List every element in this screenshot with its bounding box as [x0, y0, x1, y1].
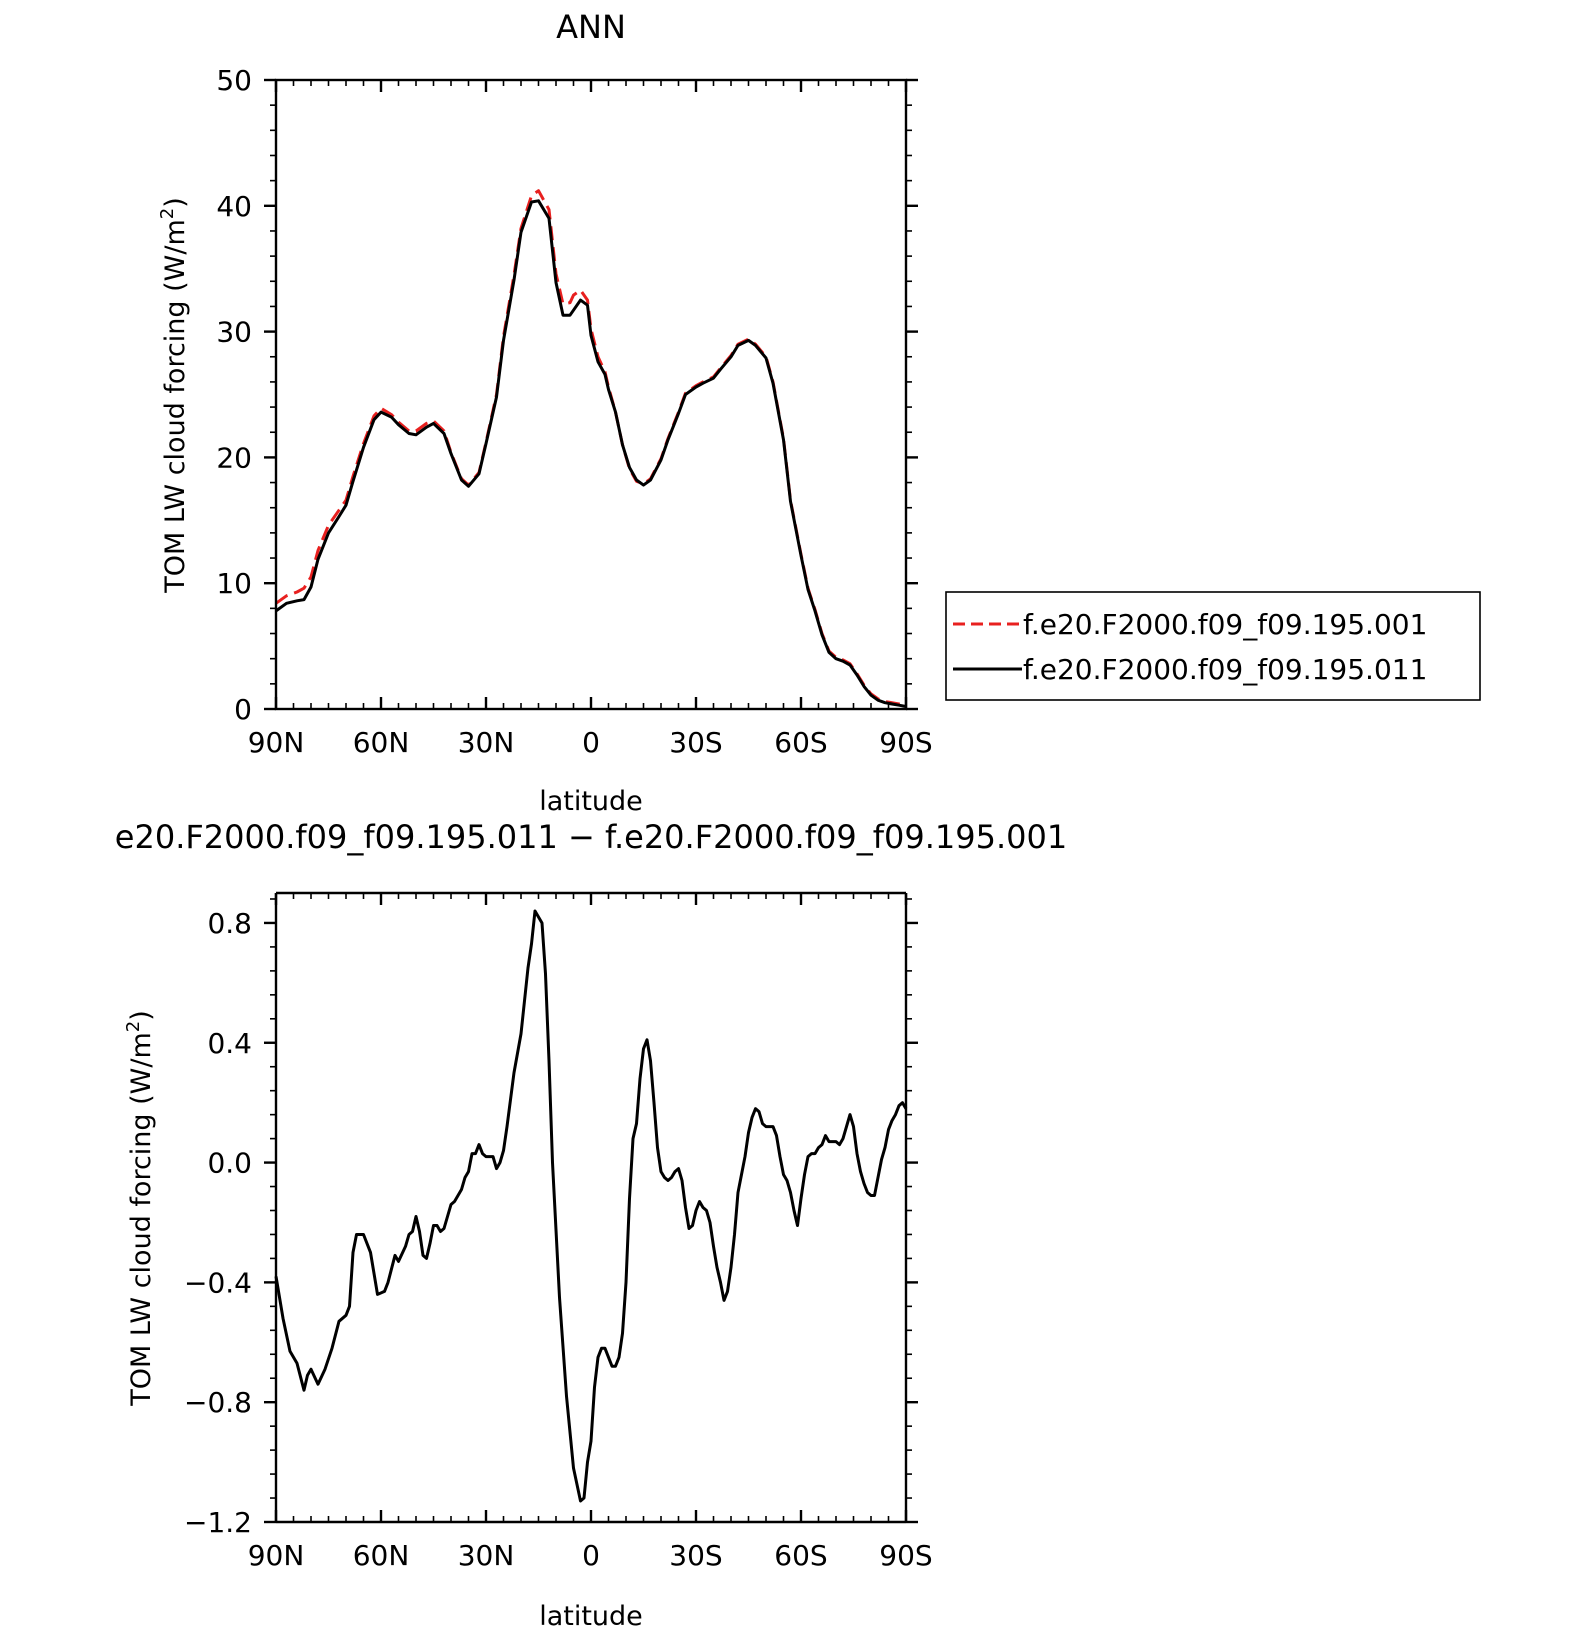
bottom-chart-title: e20.F2000.f09_f09.195.011 − f.e20.F2000.… — [115, 818, 1067, 856]
top-y-tick-label: 0 — [234, 693, 252, 726]
top-y-axis-label: TOM LW cloud forcing (W/m2) — [157, 197, 191, 594]
bottom-x-tick-label: 0 — [582, 1539, 600, 1572]
bottom-series-group — [274, 909, 908, 1503]
bottom-x-tick-label: 60S — [774, 1539, 827, 1572]
bottom-y-axis-label: TOM LW cloud forcing (W/m2) — [123, 1010, 157, 1407]
top-y-tick-label: 50 — [216, 64, 252, 97]
bottom-y-tick-label: 0.8 — [207, 907, 252, 940]
bottom-x-tick-label: 90S — [879, 1539, 932, 1572]
top-x-tick-label: 60S — [774, 726, 827, 759]
legend-box — [945, 591, 1481, 701]
bottom-y-tick-label: −1.2 — [184, 1506, 252, 1539]
top-x-tick-label: 90N — [248, 726, 305, 759]
bottom-series-line-1 — [274, 909, 908, 1503]
legend: f.e20.F2000.f09_f09.195.001 f.e20.F2000.… — [945, 591, 1481, 701]
bottom-y-tick-label: −0.8 — [184, 1386, 252, 1419]
top-series-line-2 — [275, 199, 907, 708]
top-series-group — [275, 189, 907, 708]
bottom-x-axis-label: latitude — [539, 1601, 643, 1632]
top-series-line-1 — [275, 189, 907, 707]
top-y-tick-label: 30 — [216, 316, 252, 349]
top-y-tick-label: 20 — [216, 441, 252, 474]
top-y-tick-label: 10 — [216, 567, 252, 600]
bottom-y-tick-label: −0.4 — [184, 1266, 252, 1299]
top-axis-ticks: 90N 60N 30N 0 30S 60S 90S 0 10 20 30 40 50 — [216, 64, 932, 759]
bottom-panel: e20.F2000.f09_f09.195.011 − f.e20.F2000.… — [115, 818, 1067, 1632]
bottom-y-tick-label: 0.0 — [207, 1147, 252, 1180]
top-panel: ANN 90N 60N 30N 0 30S 60S 90S 0 10 20 30 40 50 latit… — [157, 8, 1481, 817]
top-x-tick-label: 90S — [879, 726, 932, 759]
legend-label-series-2: f.e20.F2000.f09_f09.195.011 — [1023, 653, 1427, 686]
top-x-tick-label: 30N — [458, 726, 515, 759]
bottom-axis-ticks: 90N 60N 30N 0 30S 60S 90S −1.2 −0.8 −0.4 0.0 0.4 0.8 — [184, 893, 933, 1572]
top-x-tick-label: 60N — [353, 726, 410, 759]
bottom-x-tick-label: 90N — [248, 1539, 305, 1572]
legend-label-series-1: f.e20.F2000.f09_f09.195.001 — [1023, 608, 1427, 641]
bottom-y-tick-label: 0.4 — [207, 1027, 252, 1060]
bottom-x-tick-label: 60N — [353, 1539, 410, 1572]
top-y-tick-label: 40 — [216, 190, 252, 223]
top-chart-title: ANN — [556, 8, 626, 46]
top-plot-frame — [274, 78, 908, 711]
top-x-tick-label: 0 — [582, 726, 600, 759]
top-x-tick-label: 30S — [669, 726, 722, 759]
top-x-axis-label: latitude — [539, 786, 643, 817]
bottom-x-tick-label: 30N — [458, 1539, 515, 1572]
bottom-x-tick-label: 30S — [669, 1539, 722, 1572]
